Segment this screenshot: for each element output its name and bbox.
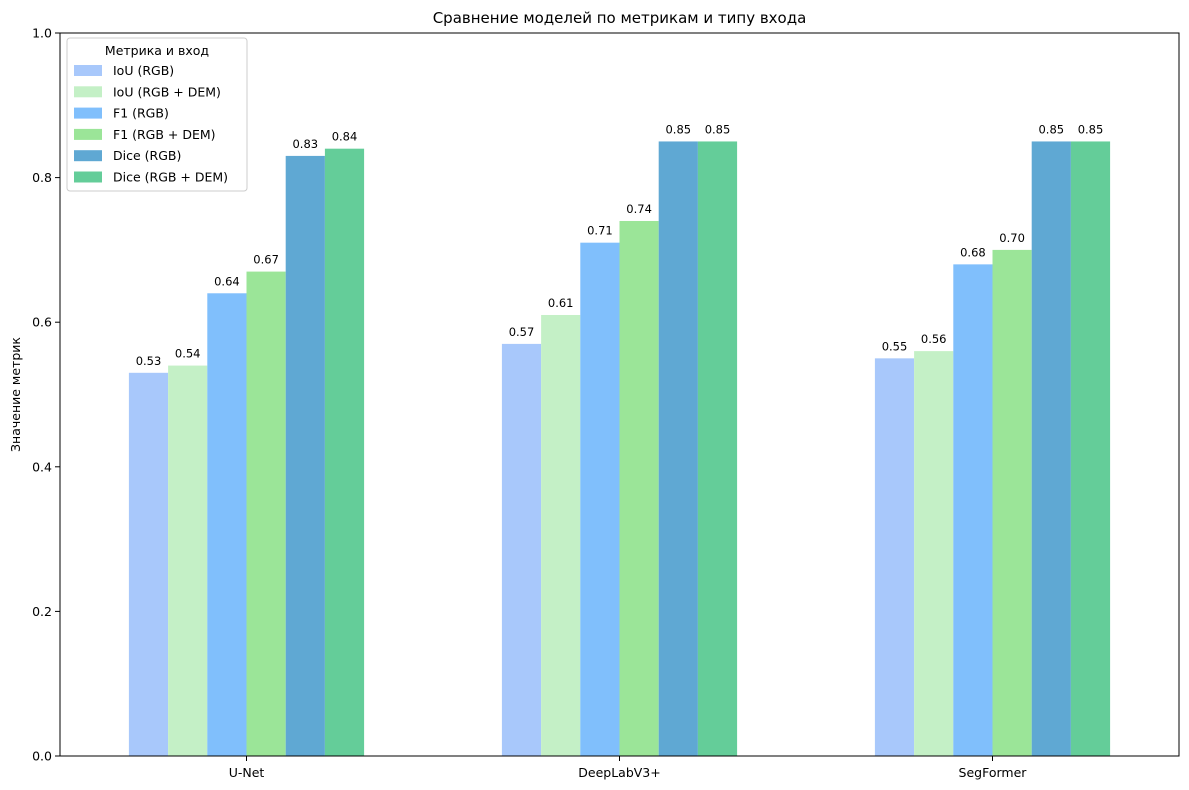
bar-value-label: 0.55 — [882, 339, 908, 353]
bar-value-label: 0.84 — [332, 130, 358, 144]
bar — [580, 242, 620, 757]
bar-value-label: 0.64 — [214, 274, 240, 288]
y-tick-label: 0.6 — [32, 315, 52, 330]
bar-value-label: 0.61 — [548, 296, 574, 310]
bar — [246, 271, 286, 756]
y-tick-label: 0.2 — [32, 604, 52, 619]
bar-value-label: 0.85 — [1078, 122, 1104, 136]
chart-title: Сравнение моделей по метрикам и типу вхо… — [433, 9, 807, 27]
y-axis: 0.0 0.2 0.4 0.6 0.8 1.0 — [32, 26, 60, 764]
x-axis: U-Net DeepLabV3+ SegFormer — [229, 756, 1028, 780]
legend-swatch — [74, 171, 102, 183]
bar — [501, 343, 542, 756]
bar-value-label: 0.74 — [626, 202, 652, 216]
legend-swatch — [74, 65, 102, 76]
bar — [285, 155, 325, 756]
bar — [992, 249, 1032, 756]
legend-swatch — [74, 107, 102, 119]
legend-title: Метрика и вход — [105, 43, 209, 58]
bar — [168, 365, 208, 756]
bar-value-label: 0.53 — [136, 354, 162, 368]
legend-label: Dice (RGB + DEM) — [113, 170, 228, 185]
y-tick-label: 0.0 — [32, 749, 52, 764]
bar-value-label: 0.57 — [509, 325, 535, 339]
x-tick-label: U-Net — [229, 765, 265, 780]
bar-value-label: 0.56 — [921, 332, 947, 346]
bar — [541, 314, 581, 756]
bar-value-label: 0.54 — [175, 347, 201, 361]
legend-label: Dice (RGB) — [113, 148, 181, 163]
legend: Метрика и вход IoU (RGB) IoU (RGB + DEM) F… — [66, 37, 248, 192]
bar — [1070, 141, 1111, 756]
bar — [1031, 141, 1071, 756]
x-tick-label: DeepLabV3+ — [578, 765, 660, 780]
bar — [697, 141, 738, 756]
bar — [324, 148, 365, 756]
bar — [953, 264, 993, 756]
y-tick-label: 0.8 — [32, 170, 52, 185]
bar — [207, 293, 247, 756]
y-axis-title: Значение метрик — [8, 337, 23, 452]
legend-swatch — [74, 86, 102, 98]
bar-value-label: 0.71 — [587, 224, 613, 238]
bar — [874, 358, 915, 756]
legend-items: IoU (RGB) IoU (RGB + DEM) F1 (RGB) F1 (RGB … — [74, 63, 228, 185]
y-tick-label: 1.0 — [32, 26, 52, 41]
legend-swatch — [74, 128, 102, 140]
data-labels-layer: 0.53 0.54 0.64 0.67 0.83 0.84 0.57 0.61 0.71 0.74… — [136, 122, 1104, 367]
y-tick-label: 0.4 — [32, 459, 52, 474]
legend-swatch — [74, 150, 102, 162]
legend-label: F1 (RGB + DEM) — [113, 127, 216, 142]
bar — [914, 351, 954, 756]
legend-box — [66, 37, 248, 192]
bar — [658, 141, 698, 756]
legend-label: IoU (RGB + DEM) — [113, 84, 221, 99]
bar — [128, 372, 169, 756]
bar-value-label: 0.83 — [292, 137, 318, 151]
bar — [619, 220, 659, 757]
legend-label: F1 (RGB) — [113, 106, 169, 121]
bars-layer — [128, 141, 1111, 757]
x-tick-label: SegFormer — [959, 765, 1028, 780]
bar-value-label: 0.68 — [960, 245, 986, 259]
legend-label: IoU (RGB) — [113, 63, 174, 78]
bar-value-label: 0.85 — [705, 122, 731, 136]
bar-value-label: 0.70 — [999, 231, 1025, 245]
bar-value-label: 0.85 — [1038, 122, 1064, 136]
bar-value-label: 0.67 — [253, 253, 279, 267]
bar-value-label: 0.85 — [665, 122, 691, 136]
